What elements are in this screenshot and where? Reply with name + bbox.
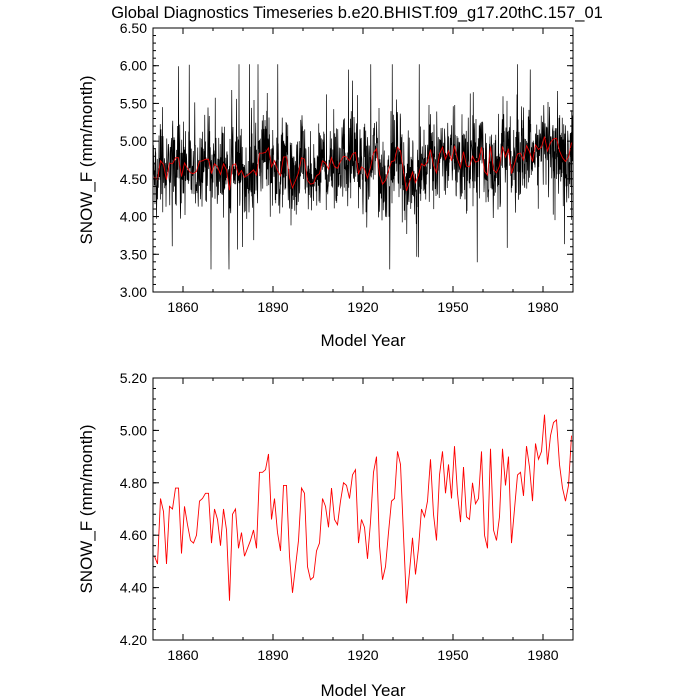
y-tick-label: 5.00 — [120, 133, 147, 149]
monthly-series-line — [153, 64, 573, 270]
annual-series-line — [154, 136, 572, 192]
y-tick-label: 6.00 — [120, 58, 147, 74]
x-axis-title: Model Year — [320, 681, 405, 700]
y-tick-label: 4.50 — [120, 171, 147, 187]
x-tick-label: 1860 — [167, 647, 198, 663]
y-tick-label: 6.50 — [120, 20, 147, 36]
x-tick-label: 1890 — [257, 299, 288, 315]
bottom-panel: 4.20 4.40 4.60 4.80 5.00 5.20 1860 1890 1920 1950… — [77, 370, 574, 700]
y-tick-label: 4.00 — [120, 209, 147, 225]
y-axis-title: SNOW_F (mm/month) — [77, 75, 96, 244]
y-tick-label: 3.50 — [120, 246, 147, 262]
y-tick-label: 5.00 — [120, 422, 147, 438]
x-axis-title: Model Year — [320, 331, 405, 350]
x-tick-label: 1980 — [527, 299, 558, 315]
chart-title: Global Diagnostics Timeseries b.e20.BHIS… — [111, 4, 603, 22]
x-tick-label: 1860 — [167, 299, 198, 315]
x-tick-label: 1950 — [437, 299, 468, 315]
y-tick-label: 4.60 — [120, 527, 147, 543]
annual-series-line — [154, 414, 572, 604]
plot-area — [153, 64, 573, 270]
plot-area — [154, 414, 572, 604]
y-tick-label: 5.20 — [120, 370, 147, 386]
x-tick-label: 1980 — [527, 647, 558, 663]
x-tick-label: 1920 — [347, 647, 378, 663]
y-tick-label: 5.50 — [120, 95, 147, 111]
y-tick-label: 4.40 — [120, 580, 147, 596]
y-tick-label: 3.00 — [120, 284, 147, 300]
y-tick-label: 4.80 — [120, 475, 147, 491]
y-axis-title: SNOW_F (mm/month) — [77, 424, 96, 593]
x-tick-label: 1920 — [347, 299, 378, 315]
x-tick-label: 1890 — [257, 647, 288, 663]
x-tick-label: 1950 — [437, 647, 468, 663]
y-tick-label: 4.20 — [120, 632, 147, 648]
top-panel: 3.00 3.50 4.00 4.50 5.00 5.50 6.00 6.50 1860 1890… — [77, 20, 574, 350]
